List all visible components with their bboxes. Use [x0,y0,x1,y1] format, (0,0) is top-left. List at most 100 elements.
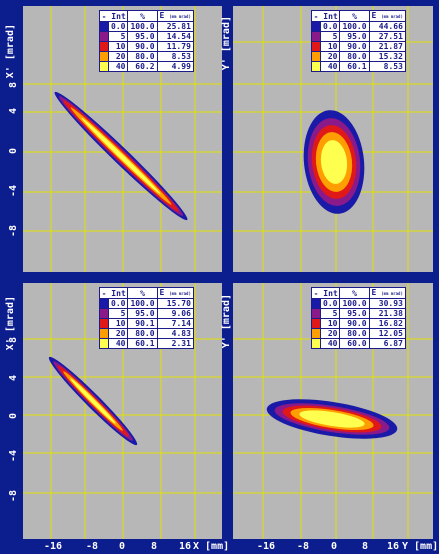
legend-e: 8.53 [156,51,194,62]
legend-pct: 100.0 [127,298,158,309]
legend-int: 20 [107,328,129,339]
legend-header-e: E [371,11,377,20]
plot-bottom-left [23,283,222,539]
legend-pct: 90.0 [339,41,370,52]
legend-e: 4.83 [156,328,194,339]
density-level [299,410,365,428]
legend-e: 7.14 [156,318,194,329]
ytick: 8 [8,337,19,344]
legend-pct: 80.0 [339,51,370,62]
legend-e: 4.99 [156,61,194,72]
legend-e: 15.32 [368,51,406,62]
legend-int: 0.0 [107,298,129,309]
legend-swatch [99,51,109,62]
legend-e: 21.38 [368,308,406,319]
legend-bottom-left: - Int% E (mm mrad) 0.0 100.0 15.70 5 95.0 9.0… [98,287,194,349]
xtick: -8 [297,541,310,552]
plot-top-left [23,6,222,272]
density-level [81,117,161,195]
ytick: 4 [8,375,19,382]
legend-top-left: - Int% E (mm mrad) 0.0 100.0 25.81 5 95.0 14.… [98,10,194,72]
legend-header-int: - Int [310,10,341,22]
legend-int: 5 [319,308,341,319]
legend-int: 10 [319,41,341,52]
ylabel-bottom-right: Y' [mrad] [221,294,232,349]
legend-header-int: - Int [98,287,129,299]
xtick: -8 [86,541,99,552]
beam-bottom-right [266,399,398,439]
xtick: 16 [179,541,192,552]
legend-swatch [99,338,109,349]
legend-int: 10 [107,41,129,52]
plot-bottom-right [233,283,433,539]
xlabel-right: Y [mm] [402,541,439,552]
legend-unit: (mm mrad) [381,291,403,296]
xtick: 0 [119,541,126,552]
legend-int: 0.0 [319,21,341,32]
legend-unit: (mm mrad) [169,291,191,296]
legend-int: 5 [107,31,129,42]
legend-e: 27.51 [368,31,406,42]
ytick: 0 [8,413,19,420]
legend-pct: 100.0 [127,21,158,32]
legend-e: 44.66 [368,21,406,32]
legend-swatch [99,21,109,32]
legend-int: 20 [319,328,341,339]
legend-int: 10 [319,318,341,329]
legend-swatch [311,41,321,52]
ylabel-top-left: X' [mrad] [5,24,16,79]
panel-top-left: - Int% E (mm mrad) 0.0 100.0 25.81 5 95.0 14.… [23,6,222,272]
legend-pct: 90.1 [127,318,158,329]
legend-pct: 60.2 [127,61,158,72]
legend-swatch [311,51,321,62]
legend-pct: 95.0 [127,31,158,42]
legend-int: 20 [319,51,341,62]
xlabel-left: X [mm] [193,541,230,552]
legend-header-pct: % [339,287,370,299]
ytick: 0 [8,148,19,155]
legend-swatch [99,298,109,309]
panel-bottom-right: - Int% E (mm mrad) 0.0 100.0 30.93 5 95.0 21.… [233,283,433,539]
density-level [70,378,116,424]
legend-top-right: - Int% E (mm mrad) 0.0 100.0 44.66 5 95.0 27.… [310,10,406,72]
ytick: -8 [8,490,19,503]
legend-header-pct: % [339,10,370,22]
legend-swatch [99,328,109,339]
legend-pct: 100.0 [339,21,370,32]
legend-e: 16.82 [368,318,406,329]
legend-header-int: - Int [98,10,129,22]
legend-swatch [99,31,109,42]
legend-pct: 60.1 [127,338,158,349]
legend-e: 8.53 [368,61,406,72]
legend-header-pct: % [127,10,158,22]
legend-swatch [311,308,321,319]
ytick: -8 [8,225,19,238]
legend-swatch [311,298,321,309]
ytick: 4 [8,108,19,115]
legend-swatch [311,328,321,339]
xtick: 8 [151,541,158,552]
legend-unit: (mm mrad) [381,14,403,19]
legend-swatch [311,61,321,72]
legend-swatch [99,41,109,52]
legend-e: 14.54 [156,31,194,42]
xtick: -16 [257,541,276,552]
legend-pct: 90.0 [127,41,158,52]
legend-e: 12.05 [368,328,406,339]
legend-pct: 60.1 [339,61,370,72]
legend-header-pct: % [127,287,158,299]
legend-pct: 80.0 [339,328,370,339]
legend-e: 25.81 [156,21,194,32]
ylabel-top-right: Y' [mrad] [221,16,232,71]
beam-top-left [54,91,188,221]
ytick: -4 [8,185,19,198]
legend-header-e: E [159,288,165,297]
legend-pct: 60.0 [339,338,370,349]
legend-swatch [99,61,109,72]
panel-bottom-left: - Int% E (mm mrad) 0.0 100.0 15.70 5 95.0 9.0… [23,283,222,539]
xtick: 0 [331,541,338,552]
beam-bottom-left [48,356,138,446]
legend-bottom-right: - Int% E (mm mrad) 0.0 100.0 30.93 5 95.0 21.… [310,287,406,349]
legend-int: 40 [107,338,129,349]
